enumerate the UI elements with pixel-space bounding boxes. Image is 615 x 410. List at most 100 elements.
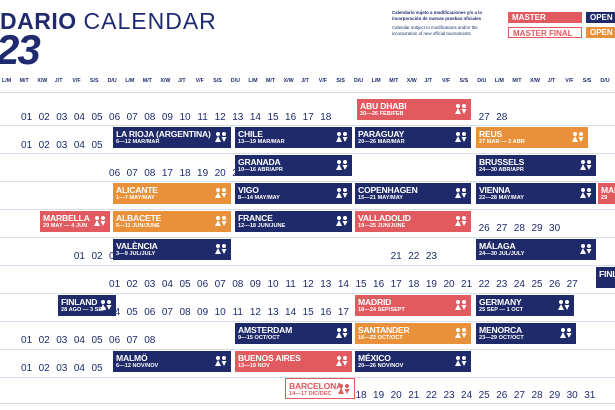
day-number: 07 bbox=[161, 307, 173, 318]
day-number: 22 bbox=[478, 279, 490, 290]
event-la-rioja-argentina[interactable]: LA RIOJA (ARGENTINA) 6—12 MAR/MAR bbox=[113, 127, 231, 148]
day-number: 11 bbox=[285, 279, 296, 290]
day-header: X/W bbox=[37, 78, 48, 84]
day-number: 05 bbox=[179, 279, 191, 290]
event-m-laga[interactable]: MÁLAGA 24—30 JUL/JULY bbox=[476, 239, 596, 260]
event-alicante[interactable]: ALICANTE 1—7 MAY/MAY bbox=[113, 183, 231, 204]
event-dates: 24—30 ABR/APR bbox=[479, 167, 524, 173]
event-name: COPENHAGEN bbox=[358, 185, 418, 195]
day-number: 02 bbox=[38, 140, 50, 151]
day-number: 01 bbox=[21, 335, 33, 346]
day-number: 21 bbox=[390, 251, 402, 262]
legend-master-final: MASTER FINAL bbox=[508, 27, 582, 38]
gender-category-icon bbox=[580, 188, 592, 198]
event-brussels[interactable]: BRUSSELS 24—30 ABR/APR bbox=[476, 155, 596, 176]
day-number: 24 bbox=[461, 390, 473, 401]
event-dates: 13—19 NOV bbox=[238, 363, 270, 369]
event-name: VIGO bbox=[238, 185, 259, 195]
event-name: VALLADOLID bbox=[358, 213, 411, 223]
event-name: FINLA bbox=[599, 269, 615, 279]
day-number: 24 bbox=[513, 279, 525, 290]
event-dates: 29 MAY — 4 JUN bbox=[43, 223, 88, 229]
event-paraguay[interactable]: PARAGUAY 20—26 MAR/MAR bbox=[355, 127, 471, 148]
event-vigo[interactable]: VIGO 8—14 MAY/MAY bbox=[235, 183, 352, 204]
day-number: 15 bbox=[267, 112, 279, 123]
event-name: BUENOS AIRES bbox=[238, 353, 301, 363]
day-number: 17 bbox=[337, 307, 349, 318]
day-number: 14 bbox=[285, 307, 297, 318]
event-val-ncia[interactable]: VALÈNCIA 3—9 JUL/JULY bbox=[113, 239, 231, 260]
day-header: S/S bbox=[336, 78, 345, 84]
day-header: J/T bbox=[424, 78, 433, 84]
day-number: 10 bbox=[214, 307, 226, 318]
day-number: 25 bbox=[531, 279, 543, 290]
event-albacete[interactable]: ALBACETE 5—11 JUN/JUNE bbox=[113, 211, 231, 232]
event-name: PARAGUAY bbox=[358, 129, 405, 139]
day-number: 09 bbox=[249, 279, 261, 290]
event-dates: 19—25 JUN/JUNE bbox=[358, 223, 406, 229]
event-name: ABU DHABI bbox=[360, 101, 407, 111]
day-header: D/U bbox=[354, 78, 364, 84]
row-divider bbox=[0, 237, 615, 238]
day-number: 20 bbox=[214, 168, 226, 179]
event-dates: 29 bbox=[601, 195, 608, 201]
event-chile[interactable]: CHILE 13—19 MAR/MAR bbox=[235, 127, 352, 148]
event-france[interactable]: FRANCE 12—18 JUN/JUNE bbox=[235, 211, 352, 232]
day-number: 12 bbox=[302, 279, 314, 290]
event-name: ALBACETE bbox=[116, 213, 162, 223]
day-number: 08 bbox=[144, 335, 156, 346]
calendar-notes: Calendario sujeto a modificaciones y/o a… bbox=[392, 10, 502, 36]
event-finland[interactable]: FINLAND 28 AGO — 3 SEP bbox=[58, 295, 116, 316]
day-number: 13 bbox=[232, 112, 244, 123]
day-header: V/F bbox=[195, 78, 204, 84]
event-dates: 20—26 NOV/NOV bbox=[358, 363, 404, 369]
event-granada[interactable]: GRANADA 10—16 ABR/APR bbox=[235, 155, 352, 176]
event-malm[interactable]: MALMÖ 6—12 NOV/NOV bbox=[113, 351, 231, 372]
row-divider bbox=[0, 125, 615, 126]
day-number: 22 bbox=[425, 390, 437, 401]
event-m-xico[interactable]: MÉXICO 20—26 NOV/NOV bbox=[355, 351, 471, 372]
event-name: MENORCA bbox=[479, 325, 522, 335]
gender-category-icon bbox=[455, 356, 467, 366]
day-number: 10 bbox=[267, 279, 279, 290]
event-name: FRANCE bbox=[238, 213, 273, 223]
day-number: 04 bbox=[73, 335, 85, 346]
day-number: 12 bbox=[249, 307, 261, 318]
day-header: D/U bbox=[600, 78, 610, 84]
gender-category-icon bbox=[336, 188, 348, 198]
event-germany[interactable]: GERMANY 25 SEP — 1 OCT bbox=[476, 295, 574, 316]
event-dates: 22—28 MAY/MAY bbox=[479, 195, 524, 201]
day-number: 18 bbox=[179, 168, 191, 179]
day-number: 18 bbox=[408, 279, 420, 290]
day-header: S/S bbox=[213, 78, 222, 84]
event-dates: 23—29 OCT/OCT bbox=[479, 335, 524, 341]
day-number: 30 bbox=[566, 390, 578, 401]
event-marbella[interactable]: MARBELLA 29 MAY — 4 JUN bbox=[40, 211, 110, 232]
day-number: 26 bbox=[549, 279, 561, 290]
event-santander[interactable]: SANTANDER 16—22 OCT/OCT bbox=[355, 323, 471, 344]
event-dates: 28 AGO — 3 SEP bbox=[61, 307, 106, 313]
day-header: D/U bbox=[230, 78, 240, 84]
event-name: MÉXICO bbox=[358, 353, 391, 363]
day-number: 13 bbox=[267, 307, 279, 318]
event-copenhagen[interactable]: COPENHAGEN 15—21 MAY/MAY bbox=[355, 183, 471, 204]
event-valladolid[interactable]: VALLADOLID 19—25 JUN/JUNE bbox=[355, 211, 471, 232]
event-amsterdam[interactable]: AMSTERDAM 9—15 OCT/OCT bbox=[235, 323, 352, 344]
gender-category-icon bbox=[560, 328, 572, 338]
gender-category-icon bbox=[336, 216, 348, 226]
event-reus[interactable]: REUS 27 MAR — 2 ABR bbox=[476, 127, 588, 148]
day-number: 07 bbox=[126, 168, 138, 179]
day-number: 17 bbox=[161, 168, 173, 179]
event-name: BARCELONA bbox=[289, 381, 343, 391]
event-finla[interactable]: FINLA bbox=[596, 267, 615, 288]
event-abu-dhabi[interactable]: ABU DHABI 20—26 FEB/FEB bbox=[357, 99, 471, 120]
event-name: MALMÖ bbox=[116, 353, 148, 363]
event-madrid[interactable]: MADRID 18—24 SEP/SEPT bbox=[355, 295, 471, 316]
event-dates: 18—24 SEP/SEPT bbox=[358, 307, 405, 313]
gender-category-icon bbox=[455, 188, 467, 198]
event-buenos-aires[interactable]: BUENOS AIRES 13—19 NOV bbox=[235, 351, 352, 372]
event-barcelona[interactable]: BARCELONA 14—17 DIC/DEC bbox=[285, 378, 355, 399]
event-menorca[interactable]: MENORCA 23—29 OCT/OCT bbox=[476, 323, 576, 344]
event-mar[interactable]: MAR29 bbox=[598, 183, 615, 204]
event-vienna[interactable]: VIENNA 22—28 MAY/MAY bbox=[476, 183, 596, 204]
